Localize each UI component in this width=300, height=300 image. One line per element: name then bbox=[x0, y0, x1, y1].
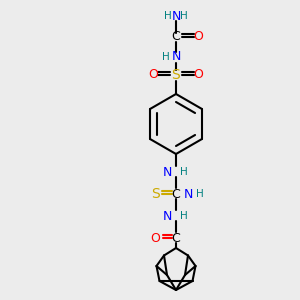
Text: H: H bbox=[180, 11, 188, 21]
Text: H: H bbox=[162, 52, 170, 62]
Text: N: N bbox=[184, 188, 194, 200]
Text: C: C bbox=[172, 31, 180, 44]
Text: S: S bbox=[151, 187, 160, 201]
Text: S: S bbox=[172, 68, 180, 82]
Text: H: H bbox=[180, 167, 188, 177]
Text: C: C bbox=[172, 188, 180, 200]
Text: H: H bbox=[164, 11, 172, 21]
Text: N: N bbox=[171, 10, 181, 22]
Text: O: O bbox=[148, 68, 158, 82]
Text: H: H bbox=[196, 189, 204, 199]
Text: O: O bbox=[150, 232, 160, 244]
Text: N: N bbox=[163, 166, 172, 178]
Text: N: N bbox=[171, 50, 181, 64]
Text: N: N bbox=[163, 209, 172, 223]
Text: H: H bbox=[180, 211, 188, 221]
Text: C: C bbox=[172, 232, 180, 244]
Text: O: O bbox=[193, 31, 203, 44]
Text: O: O bbox=[193, 68, 203, 82]
